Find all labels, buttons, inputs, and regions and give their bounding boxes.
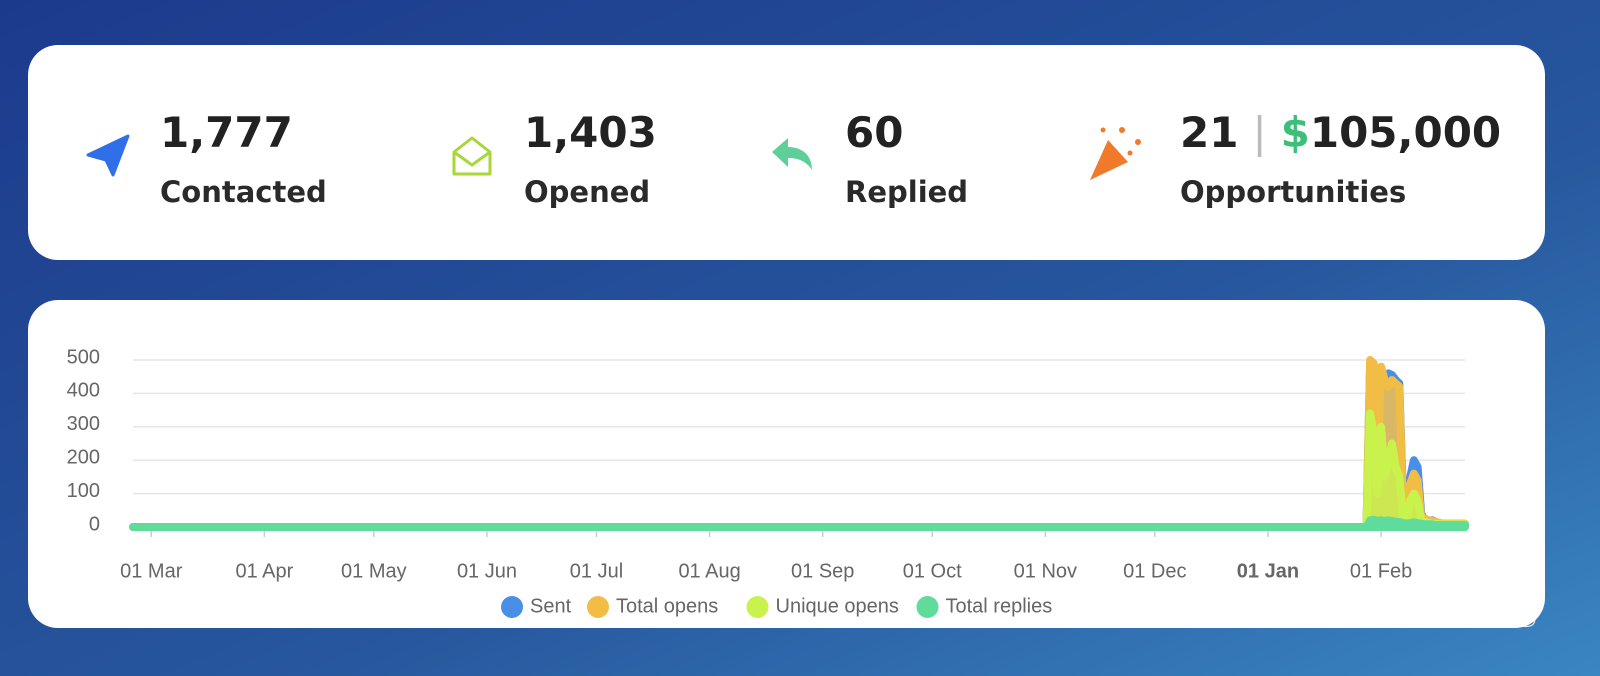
stat-label: Opened bbox=[524, 175, 650, 209]
stat-value: 1,403 bbox=[524, 108, 657, 157]
stat-value-group: 21 | $105,000 bbox=[1180, 108, 1501, 157]
y-tick-label: 200 bbox=[67, 446, 100, 468]
legend-label: Total opens bbox=[616, 595, 718, 617]
y-tick-label: 100 bbox=[67, 480, 100, 502]
x-tick-label: 01 Apr bbox=[235, 560, 293, 582]
x-tick-label: 01 Nov bbox=[1014, 560, 1077, 582]
legend-marker bbox=[501, 596, 523, 618]
legend-marker bbox=[746, 596, 769, 618]
stat-value: 60 bbox=[845, 108, 903, 157]
x-tick-label: 01 Aug bbox=[678, 560, 740, 582]
x-tick-label: 01 Jan bbox=[1237, 560, 1299, 582]
chart: 0 100 200 300 400 500 01 Mar 01 Apr 01 May 01 Jun… bbox=[67, 346, 1469, 618]
currency: $ bbox=[1281, 108, 1310, 157]
separator: | bbox=[1252, 108, 1266, 157]
x-tick-label: 01 May bbox=[341, 560, 407, 582]
x-tick-label: 01 Sep bbox=[791, 560, 854, 582]
stat-label: Replied bbox=[845, 175, 968, 209]
stat-label: Opportunities bbox=[1180, 175, 1406, 209]
opened-icon bbox=[452, 136, 492, 176]
stat-label: Contacted bbox=[160, 175, 327, 209]
opportunities-icon bbox=[1090, 127, 1141, 180]
legend-marker bbox=[916, 596, 939, 618]
x-tick-label: 01 Jun bbox=[457, 560, 517, 582]
legend-label: Sent bbox=[530, 595, 572, 617]
area bbox=[129, 515, 1469, 531]
x-tick-label: 01 Dec bbox=[1123, 560, 1186, 582]
x-tick-label: 01 Jul bbox=[570, 560, 623, 582]
replied-icon bbox=[772, 138, 812, 170]
y-tick-label: 500 bbox=[67, 346, 100, 368]
legend-marker bbox=[587, 596, 609, 618]
stat-value: 21 bbox=[1180, 108, 1238, 157]
contacted-icon bbox=[86, 134, 130, 177]
x-tick-label: 01 Oct bbox=[903, 560, 962, 582]
legend-label: Unique opens bbox=[776, 595, 899, 617]
stat-value: 1,777 bbox=[160, 108, 293, 157]
y-tick-label: 400 bbox=[67, 380, 100, 402]
x-tick-label: 01 Mar bbox=[120, 560, 183, 582]
y-tick-label: 300 bbox=[67, 413, 100, 435]
legend-label: Total replies bbox=[946, 595, 1053, 617]
amount: 105,000 bbox=[1310, 108, 1501, 157]
chart-card bbox=[28, 300, 1545, 628]
x-tick-label: 01 Feb bbox=[1350, 560, 1412, 582]
y-tick-label: 0 bbox=[89, 513, 100, 535]
watermark: APX LABS bbox=[1350, 599, 1540, 634]
